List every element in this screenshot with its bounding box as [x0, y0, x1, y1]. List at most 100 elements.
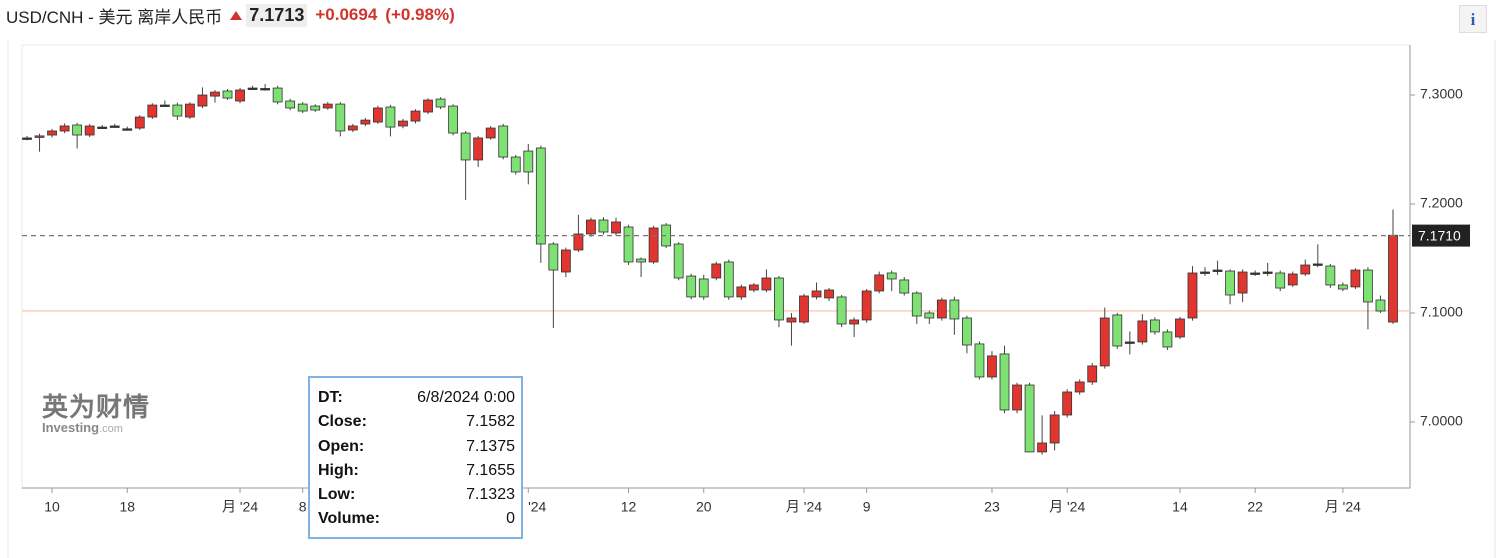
- candle-body: [611, 221, 621, 234]
- candle-body: [59, 125, 70, 132]
- candle-body: [936, 299, 947, 319]
- y-tick-label: 7.2000: [1420, 195, 1463, 211]
- candle-body: [360, 119, 371, 125]
- candle-body: [1312, 263, 1323, 266]
- candle-body: [410, 110, 421, 122]
- candle-body: [398, 120, 408, 127]
- candle-body: [987, 355, 997, 378]
- candle-body: [460, 132, 471, 161]
- tooltip-value: 6/8/2024 0:00: [417, 389, 515, 406]
- change-pct: (+0.98%): [385, 5, 455, 24]
- candle-body: [72, 124, 83, 136]
- tooltip-row: Open: 7.1375: [318, 435, 515, 459]
- candle-body: [711, 263, 722, 279]
- x-tick-label: 9: [863, 499, 871, 515]
- tooltip-value: 0: [506, 510, 515, 528]
- tooltip-value: 7.1582: [466, 413, 515, 431]
- candle-body: [811, 290, 822, 298]
- candle-body: [34, 135, 45, 138]
- candle-body: [47, 130, 57, 136]
- candle-body: [849, 319, 860, 325]
- candle-body: [285, 100, 296, 109]
- candle-body: [548, 243, 559, 271]
- up-arrow: [230, 10, 243, 20]
- candle-body: [899, 279, 910, 294]
- candle-body: [310, 105, 321, 111]
- candle-body: [1087, 365, 1098, 383]
- candle-body: [1325, 265, 1336, 286]
- candle-body: [723, 261, 734, 298]
- candle-body: [1300, 264, 1311, 275]
- x-tick-label: 12: [621, 499, 637, 515]
- candle-body: [1363, 269, 1373, 303]
- candle-body: [1137, 320, 1148, 343]
- x-tick-label: 10: [44, 499, 60, 515]
- candle-body: [1200, 271, 1210, 274]
- candle-body: [1287, 273, 1298, 286]
- candle-body: [1024, 384, 1035, 453]
- candle-body: [159, 104, 170, 107]
- candle-body: [886, 272, 897, 280]
- candle-body: [1212, 269, 1223, 272]
- watermark-brand: Investing.com: [42, 420, 150, 435]
- tooltip-row: Volume: 0: [318, 507, 515, 531]
- x-tick-label: 22: [1247, 499, 1263, 515]
- candle-body: [1062, 391, 1073, 416]
- change: +0.0694: [315, 5, 378, 24]
- candle-body: [185, 103, 195, 118]
- x-tick-label: 月 '24: [222, 499, 258, 515]
- candle-body: [109, 125, 120, 128]
- candle-body: [924, 312, 935, 319]
- candle-body: [1237, 271, 1248, 294]
- candle-body: [147, 104, 158, 118]
- candle-body: [97, 126, 108, 129]
- candle-body: [134, 116, 145, 129]
- candle-body: [786, 317, 797, 323]
- candle-body: [1012, 384, 1022, 411]
- candle-body: [974, 343, 985, 378]
- candle-body: [736, 286, 747, 298]
- candle-body: [748, 284, 759, 291]
- candle-body: [510, 156, 521, 173]
- candle-body: [297, 103, 308, 112]
- candle-body: [523, 150, 534, 173]
- candle-body: [1187, 272, 1198, 319]
- tooltip-label: Volume:: [318, 510, 380, 528]
- candle-body: [1112, 314, 1123, 347]
- candle-body: [435, 98, 446, 108]
- info-button[interactable]: i: [1459, 5, 1487, 33]
- candle-body: [172, 104, 183, 117]
- candle-body: [485, 127, 496, 139]
- x-tick-label: 月 '24: [1049, 499, 1085, 515]
- candle-body: [560, 249, 571, 273]
- tooltip-value: 7.1375: [466, 437, 515, 455]
- watermark-name: 英为财情: [42, 392, 151, 422]
- watermark: 英为财情 Investing.com: [42, 387, 150, 435]
- tooltip-label: Low:: [318, 486, 356, 504]
- candle-body: [197, 94, 208, 107]
- x-tick-label: 月 '24: [1325, 499, 1361, 515]
- candle-body: [260, 88, 271, 91]
- candle-body: [347, 125, 358, 131]
- tooltip-label: DT:: [318, 389, 343, 406]
- candle-body: [774, 277, 784, 321]
- watermark-brand-text: Investing: [42, 420, 100, 435]
- candle-body: [949, 299, 960, 320]
- candle-body: [322, 103, 333, 109]
- candle-body: [535, 147, 546, 245]
- x-tick-label: 20: [696, 499, 712, 515]
- watermark-suffix: .com: [99, 423, 123, 435]
- x-tick-label: 月 '24: [786, 499, 822, 515]
- candle-body: [824, 289, 834, 299]
- candle-body: [623, 226, 634, 263]
- candle-body: [686, 275, 697, 298]
- tooltip-row: Low: 7.1323: [318, 483, 515, 507]
- candle-body: [573, 233, 584, 251]
- candle-body: [962, 317, 972, 346]
- candle-body: [423, 99, 433, 113]
- x-tick-label: 18: [119, 499, 135, 515]
- candle-body: [999, 353, 1010, 411]
- candle-body: [1162, 331, 1173, 348]
- tooltip-label: Open:: [318, 437, 365, 455]
- candle-body: [1074, 381, 1085, 393]
